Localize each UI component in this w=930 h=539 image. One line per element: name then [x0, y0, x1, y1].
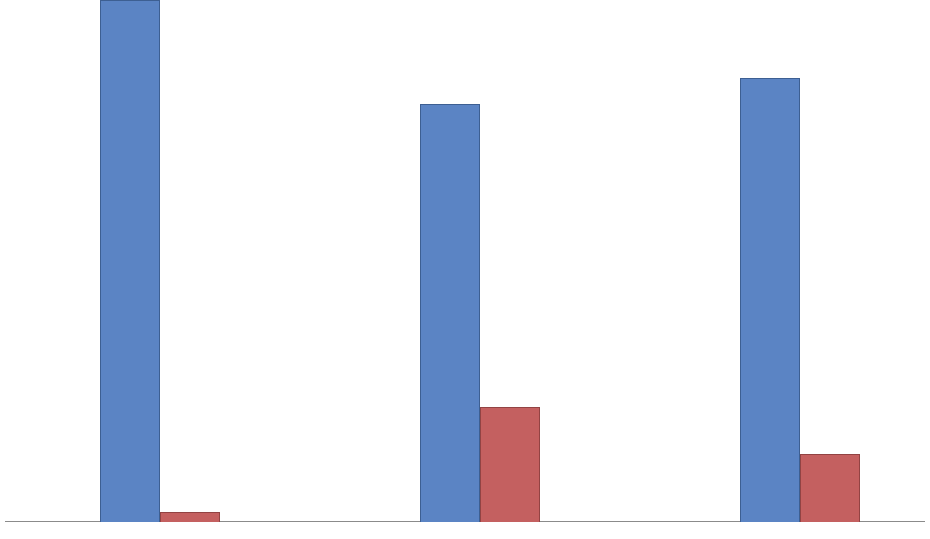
bar-series-b-2: [800, 454, 860, 522]
bar-series-b-0: [160, 512, 220, 522]
bar-series-a-0: [100, 0, 160, 522]
bar-series-a-2: [740, 78, 800, 522]
bar-series-b-1: [480, 407, 540, 522]
bar-chart: [0, 0, 930, 539]
plot-area: [5, 0, 925, 522]
bar-series-a-1: [420, 104, 480, 522]
